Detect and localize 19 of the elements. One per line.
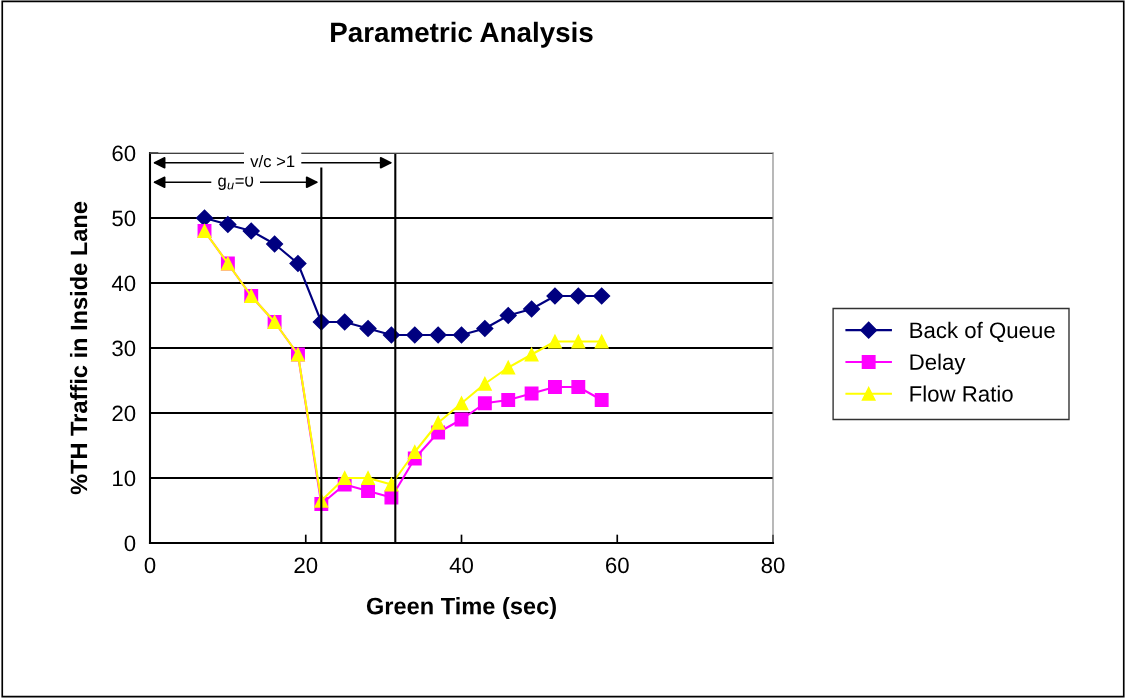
y-tick-label: 40 [111,275,136,292]
x-tick-label: 0 [144,557,156,574]
y-tick-label: 10 [113,470,136,487]
x-tick-label: 80 [761,557,785,574]
annotation: v/c >1 [250,154,295,168]
y-tick-label: 30 [112,340,136,357]
y-tick-label: 60 [112,145,136,162]
chart-title: Parametric Analysis [331,21,593,48]
legend-label: Delay [910,353,966,375]
x-tick-label: 40 [449,557,473,574]
y-tick-label: 50 [112,210,136,227]
x-tick-label: 20 [294,557,318,574]
legend-label: Back of Queue [910,321,1055,343]
x-axis-title: Green Time (sec) [366,597,556,620]
y-axis-title: %TH Traffic in Inside Lane [69,201,88,495]
legend-label: Flow Ratio [910,385,1013,402]
y-tick-label: 0 [124,535,136,552]
y-tick-label: 20 [112,405,136,422]
x-tick-label: 60 [606,557,629,574]
